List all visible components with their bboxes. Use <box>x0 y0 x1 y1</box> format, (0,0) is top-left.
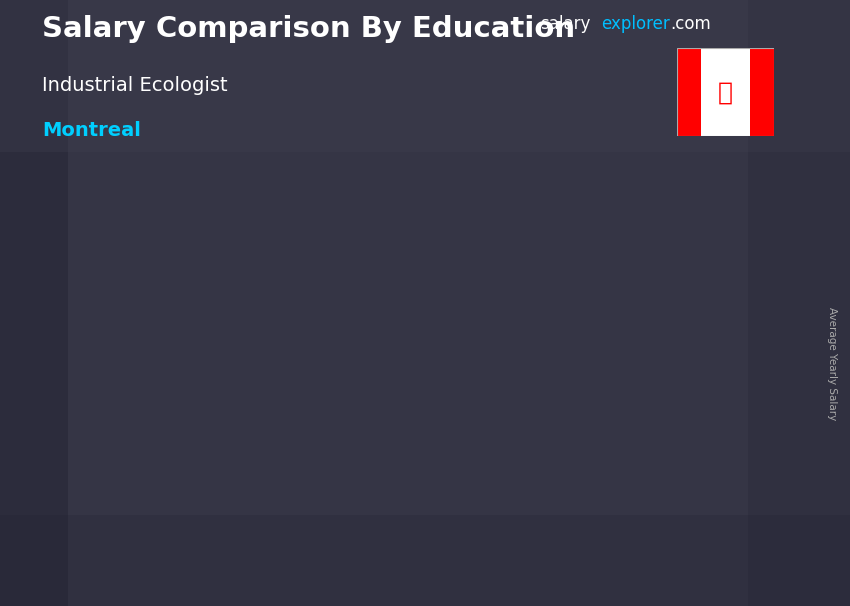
Text: 🍁: 🍁 <box>718 81 733 104</box>
Bar <box>387 309 411 545</box>
Text: explorer: explorer <box>601 15 670 33</box>
Bar <box>357 309 365 545</box>
Bar <box>677 48 701 136</box>
Bar <box>152 398 177 545</box>
Bar <box>357 309 456 315</box>
Bar <box>0 0 68 606</box>
Bar <box>592 240 690 247</box>
Bar <box>592 240 690 545</box>
Bar <box>122 398 221 401</box>
Bar <box>592 240 600 545</box>
Text: .com: .com <box>671 15 711 33</box>
Bar <box>748 0 850 606</box>
Text: 130,000 CAD: 130,000 CAD <box>101 441 211 458</box>
Text: 208,000 CAD: 208,000 CAD <box>356 330 466 347</box>
Bar <box>0 0 850 152</box>
Bar <box>357 309 456 545</box>
Text: Average Yearly Salary: Average Yearly Salary <box>827 307 837 420</box>
Bar <box>0 515 850 606</box>
Bar <box>701 48 750 136</box>
Text: 269,000 CAD: 269,000 CAD <box>591 215 700 233</box>
Bar <box>209 398 221 545</box>
Text: Industrial Ecologist: Industrial Ecologist <box>42 76 228 95</box>
Bar <box>444 309 456 545</box>
Text: +59%: +59% <box>221 249 320 278</box>
Text: +30%: +30% <box>479 190 578 219</box>
Text: Montreal: Montreal <box>42 121 141 140</box>
Text: salary: salary <box>540 15 590 33</box>
Bar <box>122 398 221 545</box>
Text: Salary Comparison By Education: Salary Comparison By Education <box>42 15 575 43</box>
Bar <box>678 240 690 545</box>
Bar <box>621 240 646 545</box>
Bar <box>122 398 130 545</box>
Bar <box>750 48 774 136</box>
